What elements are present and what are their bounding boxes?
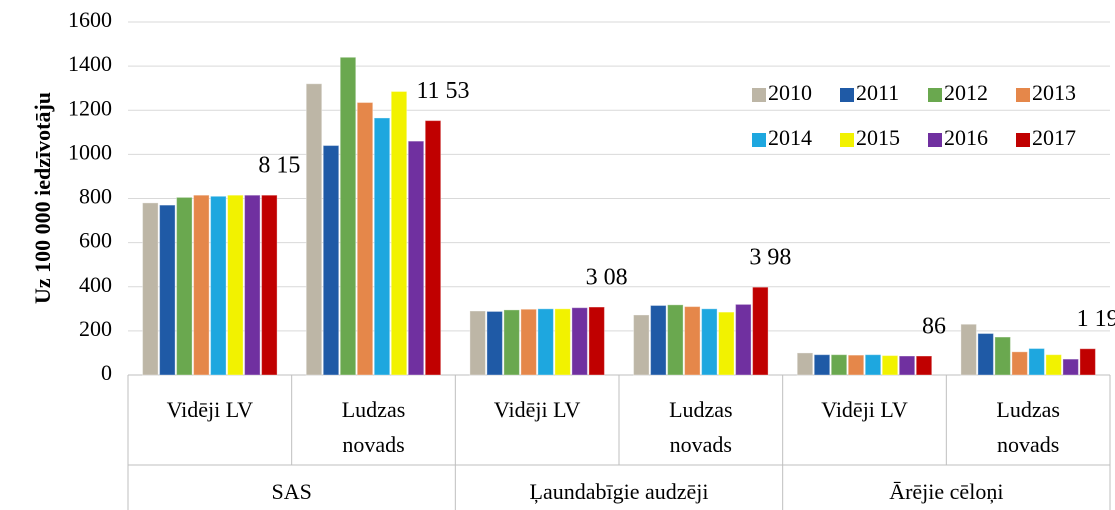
legend-swatch	[1016, 88, 1030, 102]
x-tick-label: Vidēji LV	[166, 397, 254, 422]
legend-label: 2010	[768, 80, 812, 105]
legend-swatch	[928, 88, 942, 102]
data-label: 8 15	[258, 153, 300, 179]
bar	[1011, 351, 1028, 376]
legend-label: 2012	[944, 80, 988, 105]
y-tick-label: 600	[79, 228, 112, 253]
bar	[390, 90, 408, 376]
bar	[503, 309, 520, 376]
bar	[554, 308, 571, 376]
bar	[735, 303, 752, 376]
legend-swatch	[928, 133, 942, 147]
legend-swatch	[752, 133, 766, 147]
bar	[322, 145, 340, 376]
data-label: 1 19	[1077, 306, 1115, 332]
bar	[407, 140, 425, 376]
bar	[520, 308, 537, 376]
y-axis-label: Uz 100 000 iedzīvotāju	[30, 92, 55, 304]
bar	[261, 194, 278, 376]
bar	[960, 323, 977, 376]
bar	[864, 354, 882, 376]
bar	[1045, 354, 1062, 376]
bar	[176, 196, 193, 376]
group-label: Ārējie cēloņi	[889, 479, 1003, 504]
bar	[486, 310, 503, 376]
legend-swatch	[1016, 133, 1030, 147]
bar	[752, 286, 769, 376]
bar	[667, 304, 684, 376]
group-label: SAS	[271, 479, 311, 504]
bar	[684, 306, 701, 376]
bar	[373, 117, 391, 376]
bar	[847, 354, 865, 376]
bar	[1079, 348, 1096, 376]
legend-label: 2017	[1032, 125, 1076, 150]
x-tick-label: Ludzas novads	[341, 397, 406, 457]
legend-label: 2013	[1032, 80, 1076, 105]
bar	[469, 310, 486, 376]
data-label: 3 08	[586, 265, 628, 291]
data-label: 3 98	[749, 245, 791, 271]
bar	[718, 311, 735, 376]
bar	[915, 355, 933, 376]
bar	[244, 194, 261, 376]
legend-label: 2016	[944, 125, 988, 150]
y-tick-label: 1400	[68, 51, 112, 76]
bar	[1028, 348, 1045, 376]
y-tick-label: 1200	[68, 95, 112, 120]
bar	[813, 354, 831, 376]
bar	[571, 307, 588, 376]
y-tick-label: 1600	[68, 7, 112, 32]
y-tick-label: 1000	[68, 139, 112, 164]
bar	[1062, 358, 1079, 376]
bar	[159, 204, 176, 376]
legend-label: 2011	[856, 80, 899, 105]
bar	[977, 333, 994, 376]
bar	[339, 56, 357, 376]
bar	[994, 336, 1011, 376]
y-tick-label: 400	[79, 272, 112, 297]
data-label: 11 53	[416, 78, 469, 104]
bar	[588, 306, 605, 376]
bar	[650, 305, 667, 376]
bar	[193, 194, 210, 376]
data-label: 86	[922, 314, 946, 340]
x-tick-label: Vidēji LV	[821, 397, 908, 422]
bar	[881, 355, 899, 376]
bar	[537, 308, 554, 376]
y-tick-label: 200	[79, 316, 112, 341]
bar	[305, 83, 323, 376]
legend-swatch	[840, 88, 854, 102]
bar	[227, 194, 244, 376]
y-tick-label: 0	[101, 360, 112, 385]
legend-swatch	[752, 88, 766, 102]
x-tick-label: Vidēji LV	[493, 397, 581, 422]
bar	[796, 352, 814, 376]
y-tick-label: 800	[79, 184, 112, 209]
group-label: Ļaundabīgie audzēji	[530, 479, 709, 504]
bar	[830, 354, 848, 376]
x-tick-label: Ludzas novads	[996, 397, 1060, 457]
bar	[210, 195, 227, 376]
legend-label: 2014	[768, 125, 812, 150]
bar	[633, 314, 650, 376]
bar	[424, 120, 442, 376]
bar	[701, 308, 718, 376]
x-tick-label: Ludzas novads	[669, 397, 733, 457]
legend-swatch	[840, 133, 854, 147]
bar	[356, 102, 374, 376]
legend-label: 2015	[856, 125, 900, 150]
bar	[142, 202, 159, 376]
bar	[898, 355, 916, 376]
